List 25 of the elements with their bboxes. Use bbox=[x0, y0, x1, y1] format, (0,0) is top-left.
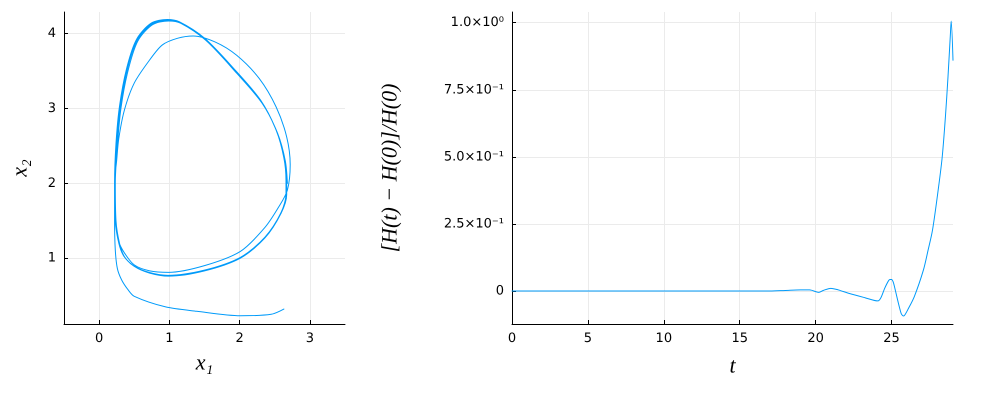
y-tick-label: 7.5×10⁻¹ bbox=[444, 82, 504, 98]
x-axis-title: x₁ bbox=[194, 350, 214, 374]
line-series bbox=[512, 20, 954, 316]
x-tick-label: 10 bbox=[656, 331, 672, 346]
x-tick-label: 20 bbox=[807, 331, 824, 346]
y-axis-title: [H(t) − H(0)]/H(0) bbox=[376, 84, 402, 252]
y-axis-title: x₂ bbox=[6, 158, 32, 178]
x-tick-label: 0 bbox=[94, 331, 104, 346]
x-tick-label: 3 bbox=[306, 331, 314, 346]
y-tick-label: 2.5×10⁻¹ bbox=[444, 216, 504, 232]
y-tick-label: 5.0×10⁻¹ bbox=[444, 149, 504, 164]
x-tick-label: 15 bbox=[731, 331, 748, 346]
x-tick-label: 5 bbox=[584, 331, 592, 346]
y-tick-label: 2 bbox=[48, 176, 56, 191]
x-axis-title: t bbox=[729, 352, 736, 378]
y-tick-label: 1.0×10⁰ bbox=[450, 15, 504, 30]
x-tick-label: 0 bbox=[508, 331, 516, 346]
y-tick-label: 1 bbox=[48, 250, 56, 266]
x-tick-label: 1 bbox=[165, 331, 174, 346]
x-tick-label: 2 bbox=[235, 331, 244, 346]
x-tick-label: 25 bbox=[883, 331, 900, 346]
line-series bbox=[114, 18, 291, 316]
y-tick-label: 3 bbox=[48, 101, 56, 116]
y-tick-label: 4 bbox=[48, 26, 56, 42]
y-tick-label: 0 bbox=[496, 284, 504, 299]
